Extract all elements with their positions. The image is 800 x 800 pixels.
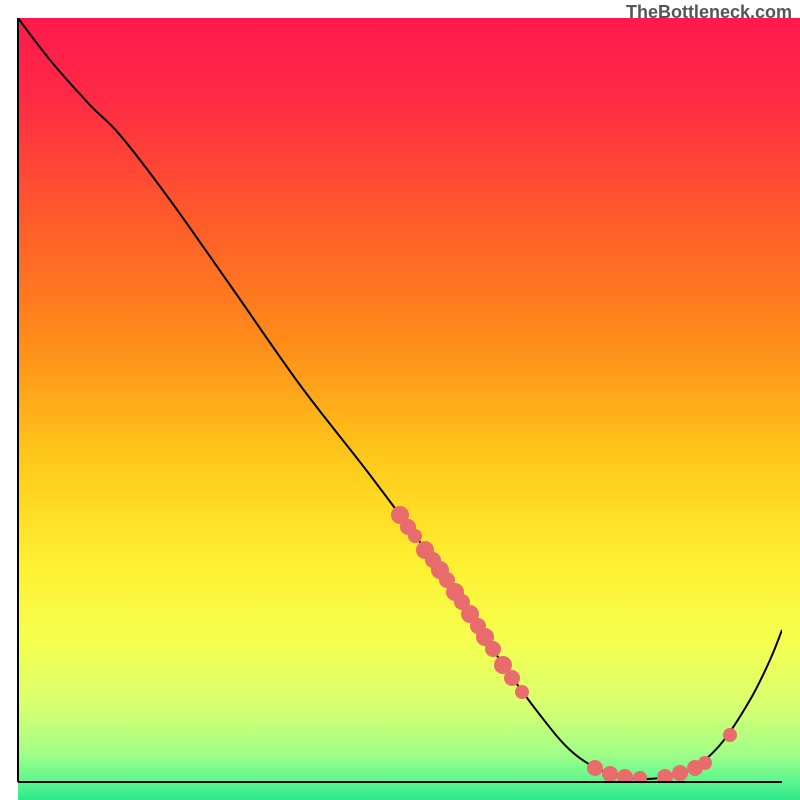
data-marker	[672, 765, 688, 781]
data-marker	[723, 728, 737, 742]
data-marker	[698, 756, 712, 770]
attribution-text: TheBottleneck.com	[626, 2, 792, 23]
data-marker	[504, 670, 520, 686]
data-marker	[602, 766, 618, 782]
bottleneck-curve-chart	[0, 0, 800, 800]
data-marker	[485, 641, 501, 657]
data-marker	[515, 685, 529, 699]
data-marker	[587, 760, 603, 776]
plot-background	[18, 18, 800, 800]
chart-container: TheBottleneck.com	[0, 0, 800, 800]
data-marker	[408, 529, 422, 543]
